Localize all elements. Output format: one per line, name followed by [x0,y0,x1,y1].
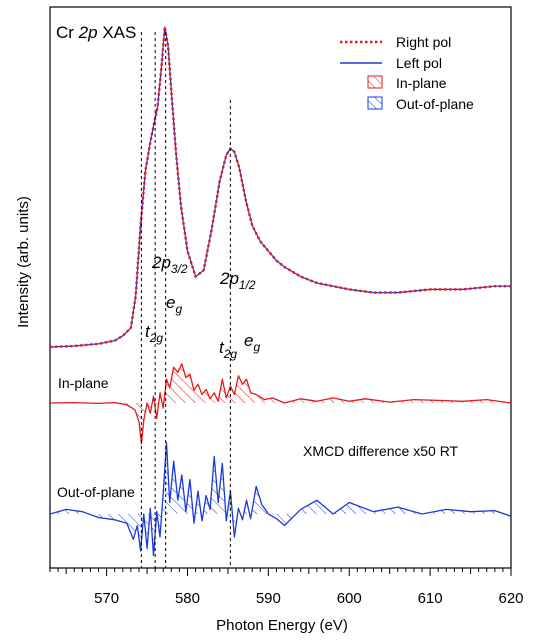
annotation-2p32-sub: 3/2 [171,262,188,276]
annotation-t2g-left: t2g [145,322,163,345]
annotation-eg-right-sub: g [253,340,260,354]
legend-out-of-plane-label: Out-of-plane [396,96,474,112]
legend-out-of-plane-swatch [367,96,383,110]
annotation-2p32: 2p3/2 [151,253,188,276]
annotation-2p12-sub: 1/2 [239,278,256,292]
plot-frame [49,6,512,569]
x-tick-label: 600 [337,590,362,607]
legend-in-plane-swatch [367,75,383,89]
label-out-of-plane: Out-of-plane [57,484,135,500]
title-italic: 2p [78,23,98,42]
legend-in-plane-label: In-plane [396,75,447,91]
annotation-eg-left-sub: g [175,302,182,316]
x-axis-label: Photon Energy (eV) [216,617,348,634]
annotation-t2g-right: t2g [219,338,237,361]
reference-lines [140,32,231,568]
label-xmcd: XMCD difference x50 RT [303,443,459,459]
annotation-eg-left: eg [166,293,182,316]
label-in-plane: In-plane [58,375,109,391]
series-group [49,25,512,557]
legend-right-pol-label: Right pol [396,34,451,50]
chart-title: Cr 2p XAS [56,23,136,42]
hatched-fill-group [50,363,511,556]
x-tick-label: 590 [256,590,281,607]
annotation-t2g-left-sub: 2g [149,331,164,345]
legend: Right pol Left pol In-plane Out-of-plane [340,34,474,112]
x-axis-ticks: 570 580 590 600 610 620 [49,568,524,607]
title-rest: XAS [98,23,137,42]
annotation-2p12: 2p1/2 [219,269,256,292]
in-plane-hatched-area [50,363,511,444]
x-tick-label: 610 [418,590,443,607]
x-tick-label: 620 [498,590,523,607]
annotation-eg-right: eg [244,331,260,354]
legend-left-pol-label: Left pol [396,55,442,71]
y-axis-label: Intensity (arb. units) [15,196,32,328]
annotation-t2g-right-sub: 2g [223,347,238,361]
x-tick-label: 580 [175,590,200,607]
series-left-pol-line [49,26,511,348]
x-tick-label: 570 [94,590,119,607]
series-in-plane-line [49,363,512,445]
series-out-of-plane-line [49,442,512,557]
title-main: Cr [56,23,79,42]
